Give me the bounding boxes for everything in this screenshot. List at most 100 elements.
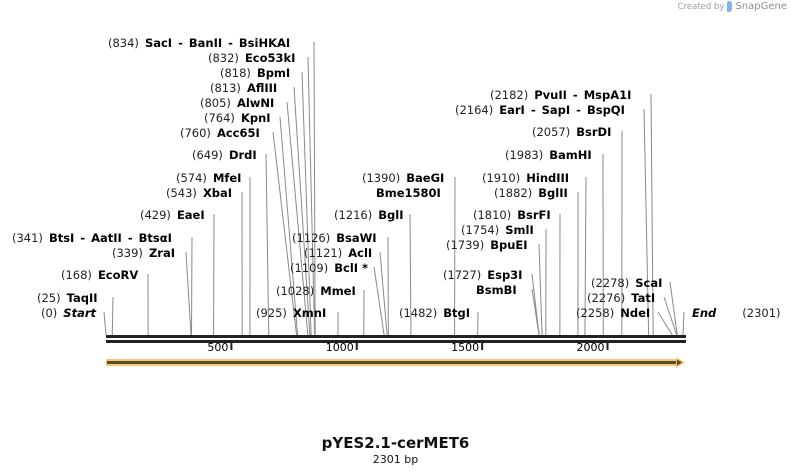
site-position: (2164) [455,103,494,117]
site-position: (1983) [505,148,544,162]
ruler-tick-label: 1000 [325,341,354,354]
enzyme-name: NdeI [620,306,651,320]
enzyme-site-label[interactable]: (2057) BsrDI [532,125,611,139]
enzyme-site-label[interactable]: (760) Acc65I [180,126,260,140]
enzyme-site-label[interactable]: (649) DrdI [192,148,257,162]
enzyme-site-label[interactable]: (2258) NdeI [576,306,650,320]
enzyme-name: AlwNI [236,96,275,110]
enzyme-site-label[interactable]: (574) MfeI [176,171,241,185]
enzyme-name: BtgI [443,306,471,320]
enzyme-site-label[interactable]: (1126) BsaWI [292,231,377,245]
enzyme-name: Acc65I [216,126,260,140]
site-position: (805) [200,96,231,110]
site-position: (1109) [290,261,329,275]
enzyme-site-label[interactable]: (818) BpmI [220,66,290,80]
cut-site-line [584,176,587,336]
enzyme-name: EarI [499,103,525,117]
enzyme-name: MfeI [212,171,242,185]
site-position: (925) [256,306,287,320]
site-position: (818) [220,66,251,80]
enzyme-site-label[interactable]: End (2301) [686,306,781,320]
enzyme-site-label[interactable]: BsmBI [476,283,517,297]
site-position: (2182) [490,88,529,102]
cut-site-line [531,288,540,336]
sequence-backbone [106,335,686,343]
cut-site-line [301,71,312,336]
name-separator: - [572,88,578,102]
enzyme-name: BaeGI [406,171,445,185]
enzyme-site-label[interactable]: (1882) BglII [494,186,568,200]
enzyme-site-label[interactable]: (2164) EarI - SapI - BspQI [455,103,625,117]
enzyme-name: BtsI [48,231,75,245]
enzyme-site-label[interactable]: (1109) BclI * [290,261,368,275]
enzyme-name: XbaI [202,186,233,200]
enzyme-name: MspA1I [583,88,632,102]
site-position: (1810) [473,208,512,222]
enzyme-site-label[interactable]: (1216) BglI [334,208,403,222]
enzyme-site-label[interactable]: (2276) TatI [587,291,655,305]
cut-site-line [643,108,650,336]
enzyme-site-label[interactable]: (2278) ScaI [591,276,662,290]
enzyme-site-label[interactable]: (0) Start [41,306,96,320]
enzyme-site-label[interactable]: (543) XbaI [166,186,232,200]
site-position: (760) [180,126,211,140]
enzyme-name: BglII [538,186,568,200]
enzyme-site-label[interactable]: (1739) BpuEI [446,238,528,252]
enzyme-site-label[interactable]: Bme1580I [376,186,441,200]
credit-text: Created by [677,1,725,12]
credit-brand: SnapGene [735,1,787,12]
enzyme-name: BsmBI [476,283,517,297]
enzyme-site-label[interactable]: (339) ZraI [112,246,175,260]
site-position: (574) [176,171,207,185]
enzyme-site-label[interactable]: (1028) MmeI [276,284,356,298]
enzyme-site-label[interactable]: (1482) BtgI [399,306,470,320]
site-position: (429) [140,208,171,222]
enzyme-site-label[interactable]: (429) EaeI [140,208,205,222]
enzyme-site-label[interactable]: (832) Eco53kI [208,51,295,65]
enzyme-name: BpmI [256,66,291,80]
enzyme-site-label[interactable]: (25) TaqII [37,291,98,305]
enzyme-site-label[interactable]: (1754) SmlI [461,223,534,237]
enzyme-site-label[interactable]: (2182) PvuII - MspA1I [490,88,631,102]
site-position: (832) [208,51,239,65]
enzyme-site-label[interactable]: (1810) BsrFI [473,208,551,222]
enzyme-name: XmnI [292,306,327,320]
enzyme-site-label[interactable]: (764) KpnI [204,111,271,125]
site-position: (2057) [532,125,571,139]
enzyme-name: HindIII [526,171,570,185]
ruler-tick-label: 1500 [451,341,480,354]
enzyme-name: MmeI [320,284,356,298]
enzyme-site-label[interactable]: (813) AflIII [210,81,277,95]
site-position: (1121) [304,246,343,260]
cut-site-line [272,131,298,336]
enzyme-name: PvuII [534,88,567,102]
cut-site-line [279,116,299,336]
enzyme-name: KpnI [240,111,271,125]
enzyme-site-label[interactable]: (1983) BamHI [505,148,592,162]
enzyme-name: Eco53kI [244,51,296,65]
site-position: (2278) [591,276,630,290]
enzyme-name: Esp3I [487,268,523,282]
enzyme-site-label[interactable]: (1390) BaeGI [362,171,444,185]
site-position: (764) [204,111,235,125]
site-position: (1882) [494,186,533,200]
enzyme-site-label[interactable]: (925) XmnI [256,306,326,320]
site-position: (2258) [576,306,615,320]
enzyme-site-label[interactable]: (341) BtsI - AatII - BtsαI [12,231,172,245]
site-position: (834) [108,36,139,50]
site-position: (1739) [446,238,485,252]
enzyme-name: BglI [378,208,404,222]
enzyme-site-label[interactable]: (168) EcoRV [61,268,138,282]
cut-site-line [293,86,311,336]
enzyme-site-label[interactable]: (1121) AclI [304,246,372,260]
feature-arrow[interactable] [106,357,685,368]
site-position: (1910) [482,171,521,185]
site-position: (168) [61,268,92,282]
enzyme-name: BspQI [586,103,625,117]
enzyme-site-label[interactable]: (1910) HindIII [482,171,569,185]
enzyme-site-label[interactable]: (834) SacI - BanII - BsiHKAI [108,36,290,50]
enzyme-site-label[interactable]: (1727) Esp3I [443,268,522,282]
enzyme-name: BtsαI [138,231,172,245]
enzyme-site-label[interactable]: (805) AlwNI [200,96,274,110]
